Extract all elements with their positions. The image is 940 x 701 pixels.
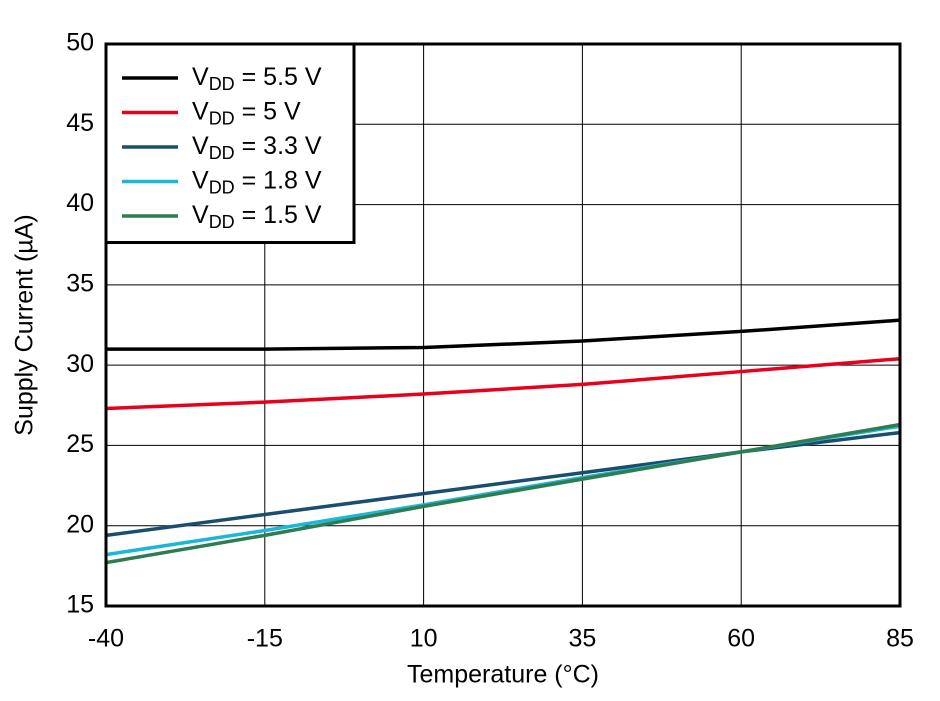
legend-label: VDD = 5 V — [192, 97, 301, 128]
y-tick-label: 40 — [66, 189, 94, 217]
x-tick-label: 10 — [410, 625, 438, 653]
x-tick-label: 35 — [568, 625, 596, 653]
data-line — [105, 430, 901, 538]
plot-frame — [104, 42, 902, 608]
legend-label: VDD = 1.5 V — [192, 201, 322, 232]
y-tick-label: 25 — [66, 430, 94, 458]
y-tick-label: 15 — [66, 591, 94, 619]
y-tick-label: 35 — [66, 269, 94, 297]
y-axis-label: Supply Current (µA) — [11, 214, 39, 435]
y-tick-label: 20 — [66, 510, 94, 538]
legend-label: VDD = 5.5 V — [192, 63, 322, 94]
data-line — [106, 318, 901, 351]
y-tick-label: 30 — [66, 350, 94, 378]
legend-label: VDD = 1.8 V — [192, 166, 322, 197]
x-axis-label: Temperature (°C) — [407, 661, 599, 689]
y-tick-label: 50 — [66, 29, 94, 57]
x-tick-label: 60 — [727, 625, 755, 653]
x-tick-label: -40 — [88, 625, 124, 653]
data-line — [105, 422, 901, 565]
legend-label: VDD = 3.3 V — [192, 132, 322, 163]
x-tick-label: -15 — [247, 625, 283, 653]
y-tick-label: 45 — [66, 109, 94, 137]
x-tick-label: 85 — [886, 625, 914, 653]
data-line — [105, 356, 901, 411]
